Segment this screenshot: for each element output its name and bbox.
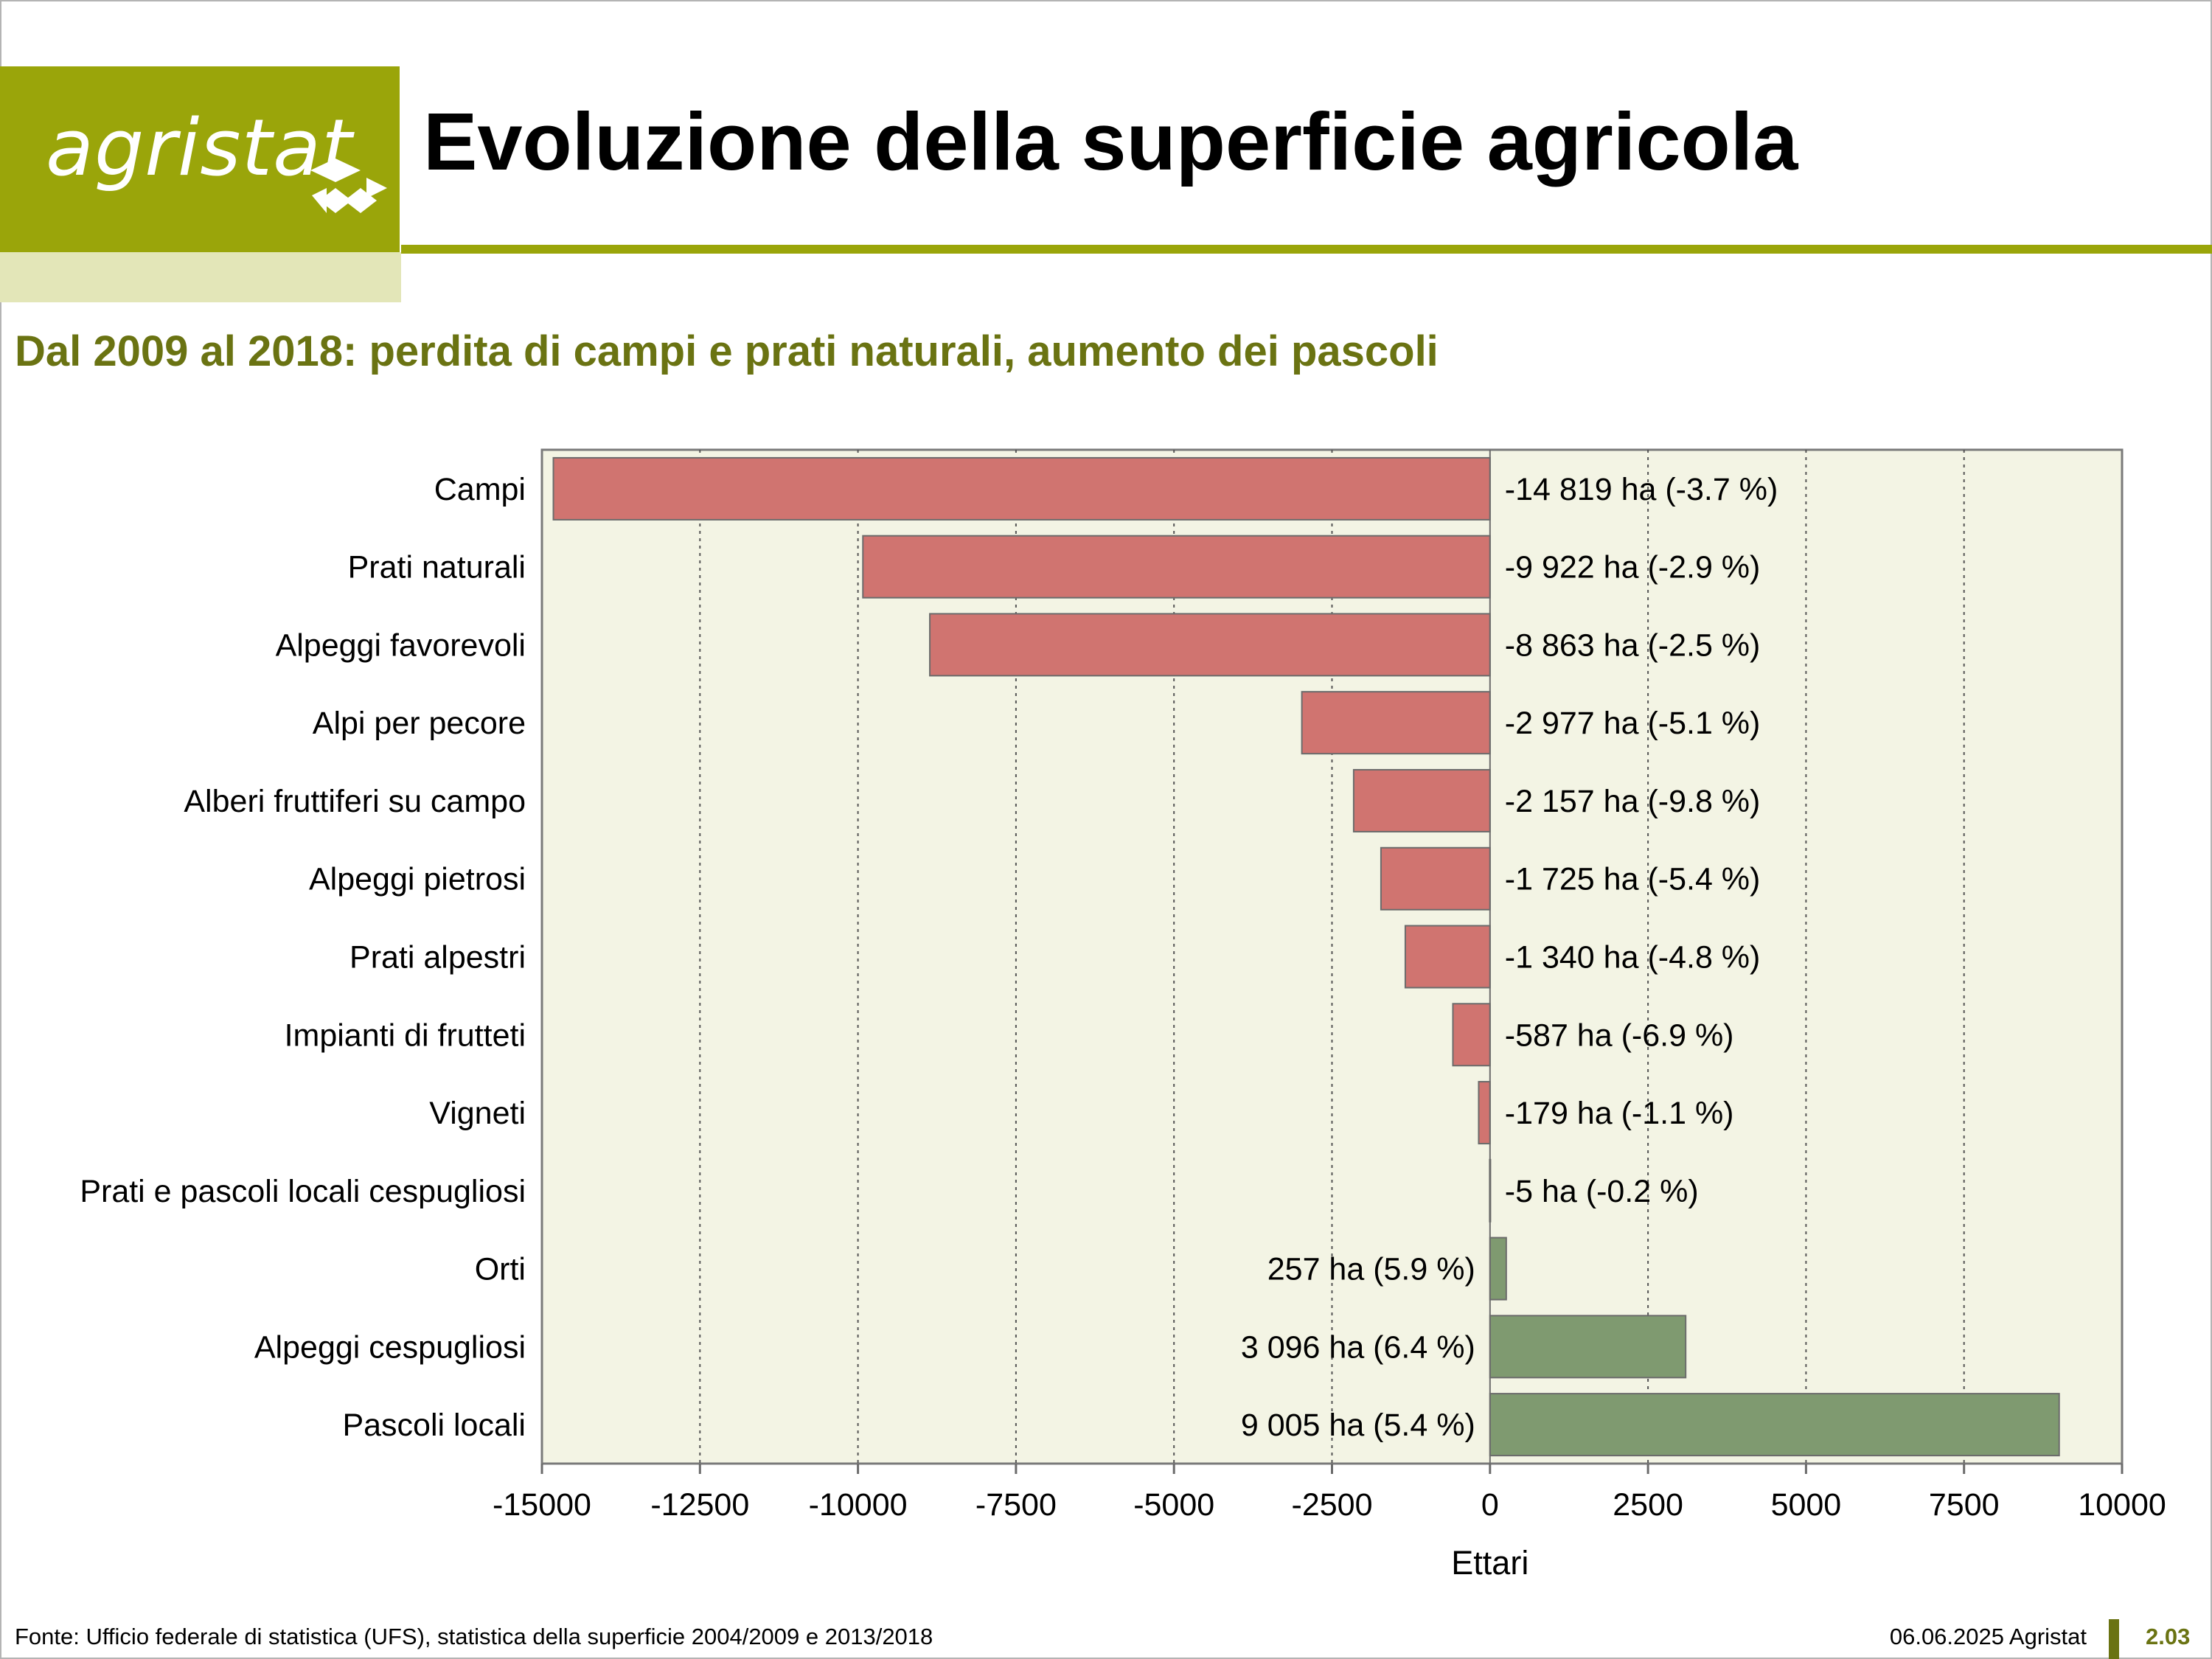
- bar-1: [862, 535, 1491, 599]
- data-labels: -14 819 ha (-3.7 %) -9 922 ha (-2.9 %) -8 …: [1241, 472, 1778, 1443]
- tick-label: -5000: [1133, 1487, 1214, 1523]
- footer-source: Fonte: Ufficio federale di statistica (U…: [15, 1624, 933, 1649]
- data-label: 3 096 ha (6.4 %): [1241, 1329, 1475, 1365]
- data-label: -14 819 ha (-3.7 %): [1505, 472, 1778, 507]
- tick-label: -15000: [493, 1487, 591, 1523]
- chart-subtitle: Dal 2009 al 2018: perdita di campi e pra…: [15, 327, 1439, 375]
- bar-2: [929, 613, 1491, 677]
- bars: [552, 456, 2060, 1457]
- category-label: Campi: [434, 472, 526, 507]
- category-labels: Campi Prati naturali Alpeggi favorevoli Alp…: [80, 472, 526, 1443]
- logo-text: agristat: [46, 102, 353, 193]
- tick-label: 5000: [1771, 1487, 1842, 1523]
- data-label: -9 922 ha (-2.9 %): [1505, 550, 1761, 585]
- bar-3: [1301, 691, 1491, 755]
- data-label: -1 725 ha (-5.4 %): [1505, 862, 1761, 897]
- data-label: -1 340 ha (-4.8 %): [1505, 940, 1761, 975]
- category-label: Alberi fruttiferi su campo: [184, 784, 526, 819]
- bar-6: [1404, 925, 1491, 989]
- bar-0: [552, 456, 1491, 521]
- footer-divider: [2109, 1619, 2119, 1659]
- bar-7: [1452, 1003, 1491, 1067]
- data-label: 257 ha (5.9 %): [1267, 1252, 1475, 1287]
- bar-4: [1352, 768, 1491, 832]
- x-axis-label: Ettari: [1451, 1544, 1528, 1582]
- category-label: Alpeggi favorevoli: [276, 627, 526, 663]
- tick-label: 0: [1481, 1487, 1499, 1523]
- bar-12: [1489, 1393, 2060, 1457]
- logo: [0, 66, 400, 252]
- data-label: -8 863 ha (-2.5 %): [1505, 627, 1761, 663]
- tick-label: 7500: [1929, 1487, 2000, 1523]
- category-label: Prati e pascoli locali cespugliosi: [80, 1174, 526, 1209]
- bar-5: [1380, 846, 1491, 911]
- page-number: 2.03: [2146, 1624, 2191, 1649]
- category-label: Prati naturali: [348, 550, 526, 585]
- bar-8: [1478, 1081, 1491, 1145]
- data-label: -587 ha (-6.9 %): [1505, 1018, 1734, 1053]
- data-label: -5 ha (-0.2 %): [1505, 1174, 1699, 1209]
- page-title: Evoluzione della superficie agricola: [423, 97, 1798, 187]
- bar-10: [1489, 1237, 1507, 1301]
- plot-area: [540, 448, 2124, 1465]
- data-label: 9 005 ha (5.4 %): [1241, 1408, 1475, 1443]
- category-label: Impianti di frutteti: [285, 1018, 526, 1053]
- category-label: Prati alpestri: [349, 940, 526, 975]
- data-label: -2 157 ha (-9.8 %): [1505, 784, 1761, 819]
- x-axis: -15000 -12500 -10000 -7500 -5000 -2500 0 2500 50…: [493, 450, 2166, 1523]
- category-label: Alpi per pecore: [313, 706, 526, 741]
- category-label: Alpeggi pietrosi: [309, 862, 526, 897]
- data-label: -179 ha (-1.1 %): [1505, 1096, 1734, 1131]
- tick-label: -7500: [975, 1487, 1057, 1523]
- logo-underlay: [0, 252, 401, 302]
- title-underline: [401, 245, 2212, 254]
- tick-label: -2500: [1292, 1487, 1373, 1523]
- data-label: -2 977 ha (-5.1 %): [1505, 706, 1761, 741]
- tick-label: 2500: [1613, 1487, 1683, 1523]
- footer-date: 06.06.2025 Agristat: [1889, 1624, 2087, 1649]
- tick-label: -12500: [650, 1487, 749, 1523]
- bar-11: [1489, 1315, 1687, 1379]
- category-label: Pascoli locali: [342, 1408, 526, 1443]
- logo-diamonds-icon: [310, 159, 387, 213]
- category-label: Vigneti: [429, 1096, 526, 1131]
- category-label: Orti: [475, 1252, 526, 1287]
- category-label: Alpeggi cespugliosi: [254, 1329, 526, 1365]
- tick-label: -10000: [809, 1487, 908, 1523]
- tick-label: 10000: [2078, 1487, 2166, 1523]
